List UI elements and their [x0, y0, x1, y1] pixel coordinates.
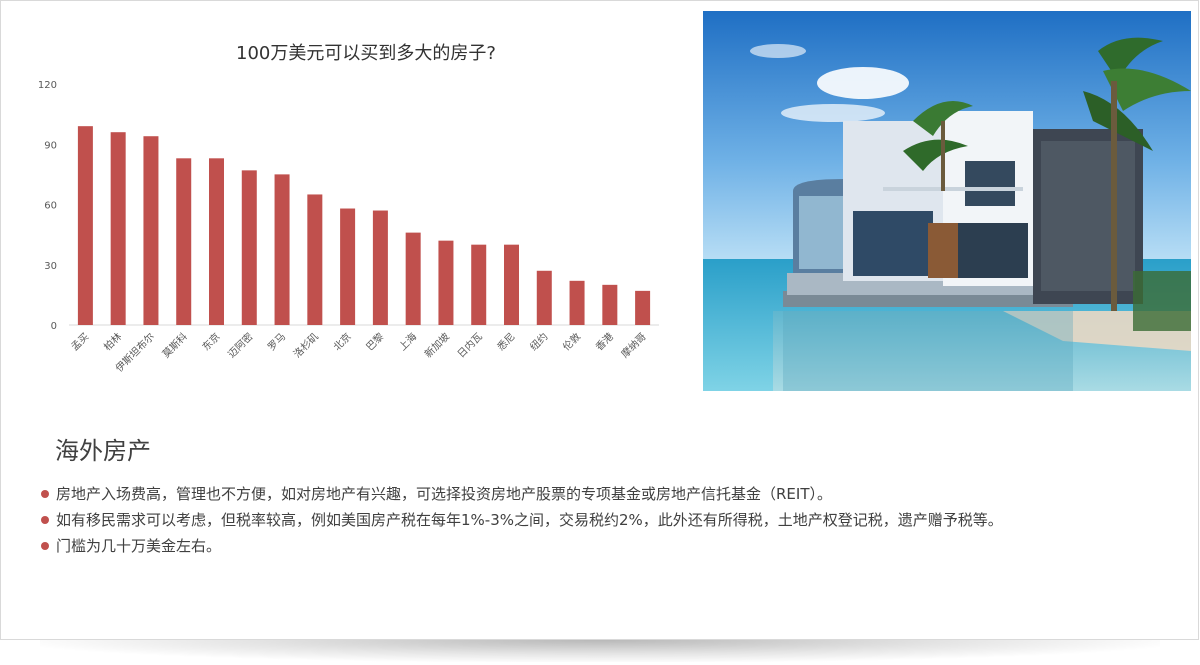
x-tick-label: 巴黎 — [363, 330, 386, 353]
x-tick-label: 东京 — [199, 330, 222, 353]
bar — [77, 126, 93, 325]
bullet-dot-icon — [41, 516, 49, 524]
bar — [536, 270, 552, 325]
bar — [307, 194, 323, 325]
section-title: 海外房产 — [55, 437, 151, 465]
bar — [176, 158, 192, 325]
x-tick-label: 伦敦 — [560, 330, 583, 353]
x-tick-label: 迈阿密 — [225, 330, 255, 360]
x-tick-label: 上海 — [396, 330, 419, 353]
x-tick-label: 罗马 — [266, 331, 289, 354]
bar — [635, 290, 651, 325]
x-tick-label: 孟买 — [69, 331, 92, 354]
y-tick-label: 120 — [38, 80, 57, 91]
bar — [372, 210, 388, 325]
bar — [340, 208, 356, 325]
x-tick-label: 洛杉矶 — [291, 330, 321, 360]
bar — [274, 174, 290, 325]
bullet-dot-icon — [41, 542, 49, 550]
bullet-dot-icon — [41, 490, 49, 498]
bar — [110, 132, 126, 325]
slide: 100万美元可以买到多大的房子? 0 30 60 90 120 孟买 柏林 伊斯坦布尔 莫斯科东… — [0, 0, 1199, 640]
bullet-item: 门槛为几十万美金左右。 — [39, 533, 1169, 559]
bullet-text: 房地产入场费高，管理也不方便，如对房地产有兴趣，可选择投资房地产股票的专项基金或… — [56, 485, 832, 503]
bar — [209, 158, 224, 325]
bar — [241, 170, 257, 325]
bar — [405, 232, 421, 325]
chart-title: 100万美元可以买到多大的房子? — [236, 43, 496, 64]
bullet-text: 如有移民需求可以考虑，但税率较高，例如美国房产税在每年1%-3%之间，交易税约2… — [56, 511, 1003, 529]
bullet-item: 如有移民需求可以考虑，但税率较高，例如美国房产税在每年1%-3%之间，交易税约2… — [39, 507, 1169, 533]
bullet-list: 房地产入场费高，管理也不方便，如对房地产有兴趣，可选择投资房地产股票的专项基金或… — [39, 481, 1169, 559]
bar — [471, 244, 487, 325]
bar — [438, 240, 454, 325]
bar — [504, 244, 519, 325]
villa-photo — [703, 11, 1191, 391]
x-tick-label: 柏林 — [101, 330, 124, 353]
x-tick-label: 香港 — [593, 331, 616, 354]
bar — [602, 284, 618, 325]
bullet-text: 门槛为几十万美金左右。 — [56, 537, 222, 555]
y-tick-label: 60 — [44, 201, 57, 212]
x-tick-label: 日内瓦 — [454, 330, 484, 360]
x-tick-label: 纽约 — [527, 330, 550, 353]
bullet-item: 房地产入场费高，管理也不方便，如对房地产有兴趣，可选择投资房地产股票的专项基金或… — [39, 481, 1169, 507]
x-tick-label: 新加坡 — [422, 330, 452, 360]
x-tick-label: 莫斯科 — [159, 330, 189, 360]
x-tick-label: 北京 — [330, 330, 353, 353]
slide-shadow — [40, 640, 1160, 662]
x-tick-label: 悉尼 — [495, 331, 518, 354]
x-tick-label: 摩纳哥 — [618, 330, 648, 360]
bar — [569, 280, 585, 325]
y-tick-label: 30 — [44, 261, 57, 272]
y-tick-label: 0 — [51, 321, 57, 332]
y-tick-label: 90 — [44, 140, 57, 151]
bar — [143, 136, 159, 325]
